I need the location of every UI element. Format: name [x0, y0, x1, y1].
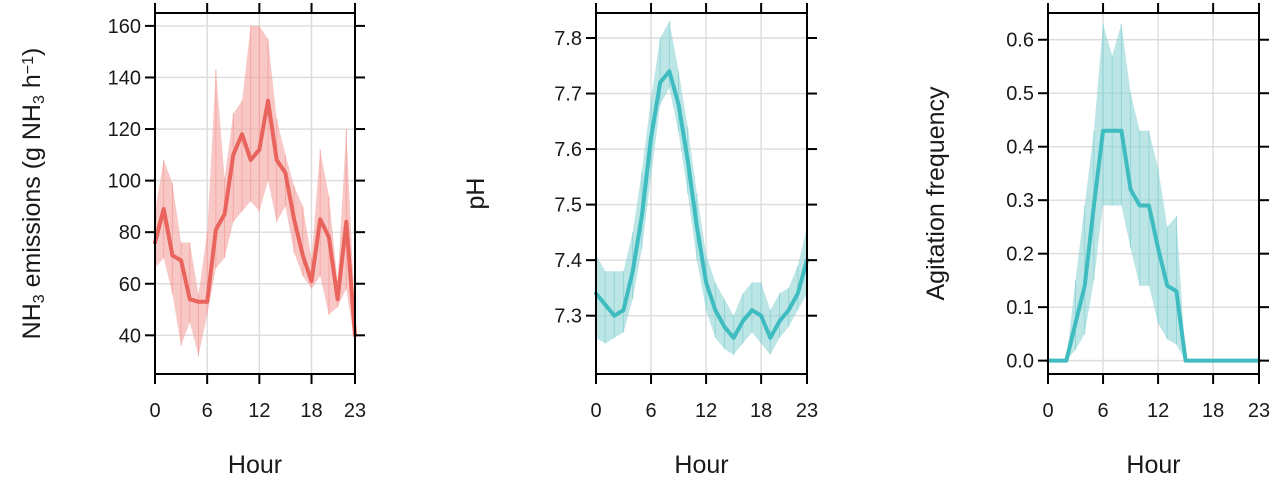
y-tick-label: 0.3 [1006, 190, 1034, 212]
y-axis-title: pH [462, 178, 490, 210]
y-tick-label: 7.6 [554, 139, 582, 161]
y-tick-label: 7.3 [554, 306, 582, 328]
x-tick-label: 23 [344, 400, 366, 422]
y-tick-label: 120 [108, 119, 141, 141]
x-tick-label: 12 [248, 400, 270, 422]
x-tick-label: 18 [300, 400, 322, 422]
x-tick-label: 12 [1147, 400, 1169, 422]
y-tick-label: 60 [119, 274, 141, 296]
mean-line [153, 98, 357, 338]
y-axis-title: Agitation frequency [922, 86, 950, 301]
y-tick-label: 7.5 [554, 195, 582, 217]
confidence-band [155, 25, 355, 356]
x-axis-title: Hour [228, 451, 282, 479]
x-tick-label: 23 [796, 400, 818, 422]
y-tick-label: 40 [119, 325, 141, 347]
confidence-band [1048, 23, 1259, 361]
x-tick-label: 6 [1097, 400, 1108, 422]
x-axis-title: Hour [1126, 451, 1180, 479]
y-tick-label: 140 [108, 67, 141, 89]
x-tick-label: 0 [149, 400, 160, 422]
x-tick-label: 12 [695, 400, 717, 422]
y-tick-label: 100 [108, 171, 141, 193]
mean-line [594, 69, 809, 340]
plot-frame [595, 12, 808, 375]
x-tick-label: 23 [1248, 400, 1270, 422]
y-tick-label: 160 [108, 16, 141, 38]
y-tick-label: 0.4 [1006, 137, 1034, 159]
y-tick-label: 0.5 [1006, 83, 1034, 105]
y-tick-label: 7.8 [554, 28, 582, 50]
y-tick-label: 0.2 [1006, 244, 1034, 266]
panel-1: 0 6 12 18 23 40 60 80 100 120 140 160 Hour NH3 emissi… [18, 3, 366, 479]
x-tick-label: 0 [590, 400, 601, 422]
x-tick-label: 0 [1042, 400, 1053, 422]
plot-frame [154, 12, 356, 375]
y-tick-label: 0.1 [1006, 297, 1034, 319]
y-tick-label: 7.7 [554, 84, 582, 106]
x-tick-label: 18 [750, 400, 772, 422]
plot-frame [1047, 12, 1260, 375]
panel-3: 0 6 12 18 23 0.0 0.1 0.2 0.3 0.4 0.5 0.6 Hour Agitati… [922, 3, 1270, 479]
y-tick-label: 80 [119, 222, 141, 244]
panel-2: 0 6 12 18 23 7.3 7.4 7.5 7.6 7.7 7.8 Hour pH [462, 3, 818, 479]
y-axis-title: NH3 emissions (g NH3 h−1) [18, 48, 48, 340]
confidence-band [596, 21, 807, 355]
x-tick-label: 6 [202, 400, 213, 422]
y-tick-label: 0.6 [1006, 30, 1034, 52]
y-tick-label: 0.0 [1006, 351, 1034, 373]
x-tick-label: 18 [1202, 400, 1224, 422]
x-tick-label: 6 [645, 400, 656, 422]
mean-line [1046, 128, 1261, 363]
x-axis-title: Hour [674, 451, 728, 479]
y-tick-label: 7.4 [554, 250, 582, 272]
